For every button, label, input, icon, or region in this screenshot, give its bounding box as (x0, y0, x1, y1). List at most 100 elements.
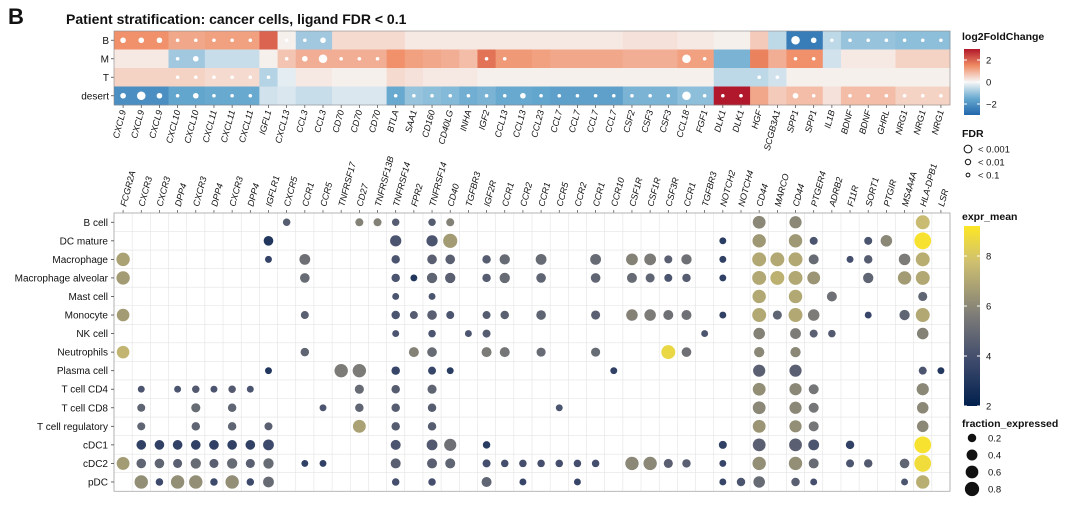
fdr-dot (175, 38, 180, 43)
fdr-dot (230, 75, 234, 80)
dotplot-point (719, 311, 727, 319)
dotplot-point (536, 310, 546, 320)
dotplot-point (391, 218, 400, 227)
dotplot-point (846, 255, 854, 263)
fdr-dot (848, 93, 852, 98)
fdr-dot (412, 93, 416, 98)
dotplot-col-label: CCR1 (682, 181, 698, 207)
dotplot-row-label: Mast cell (69, 292, 108, 303)
dotplot-panel: FCGR2A CXCR3 CXCR3 DPP4 CXCR3 DPP4 CXCR3 DPP4 IG… (15, 155, 951, 492)
dotplot-row-label: T cell regulatory (37, 422, 108, 433)
dotplot-point (897, 271, 912, 285)
dotplot-point (263, 458, 274, 469)
heatmap-col-label: SAA1 (403, 109, 419, 134)
heatmap-cell (532, 31, 551, 50)
dotplot-point (392, 330, 400, 338)
fdr-dot (539, 93, 543, 98)
dotplot-point (428, 293, 436, 300)
dotplot-point (391, 310, 400, 320)
heatmap-cell (295, 86, 315, 106)
fdr-dot (248, 38, 253, 43)
heatmap-cell (422, 68, 442, 87)
dotplot-point (590, 273, 601, 283)
heatmap-cell (713, 49, 733, 69)
dotplot-point (190, 458, 201, 469)
dotplot-point (446, 218, 455, 227)
dotplot-point (573, 459, 582, 468)
dotplot-col-label: CXCR3 (155, 175, 173, 207)
fdr-dot (884, 38, 889, 43)
dotplot-point (426, 235, 438, 247)
dotplot-point (789, 420, 802, 433)
fdr-dot (212, 75, 216, 80)
fdr-dot (902, 93, 907, 98)
heatmap-cell (386, 68, 406, 87)
dotplot-point (863, 255, 873, 264)
dotplot-point (701, 330, 709, 338)
fdr-dot (448, 93, 453, 98)
dotplot-point (426, 272, 438, 284)
heatmap-cell (350, 86, 369, 106)
fdr-dot (830, 38, 834, 43)
dotplot-col-label: IGF2R (482, 179, 499, 208)
dotplot-point (519, 459, 527, 468)
expr-legend-label: 6 (986, 302, 991, 313)
dotplot-point (500, 459, 509, 468)
fdr-dot (939, 93, 943, 98)
heatmap-cell (931, 49, 951, 69)
heatmap-cell (568, 49, 587, 69)
dotplot-point (373, 218, 382, 227)
dotplot-point (482, 311, 491, 320)
dotplot-col-label: CXCR3 (137, 175, 155, 207)
dotplot-point (136, 440, 147, 450)
dotplot-point (719, 459, 727, 467)
dotplot-point (263, 476, 274, 488)
heatmap-col-label: CCL13 (493, 109, 510, 139)
dotplot-row-label: Plasma cell (57, 366, 108, 377)
heatmap-col-label: CD70 (330, 109, 346, 134)
dotplot-point (752, 419, 766, 433)
dotplot-point (681, 310, 692, 321)
fdr-dot (375, 56, 380, 61)
dotplot-point (227, 403, 237, 413)
dotplot-point (410, 274, 418, 282)
heatmap-col-label: CCL7 (603, 108, 619, 134)
heatmap-col-label: CCL23 (529, 109, 546, 139)
dotplot-point (899, 309, 910, 321)
heatmap-cell (713, 68, 733, 87)
dotplot-point (663, 310, 674, 321)
dotplot-row-label: T cell CD8 (62, 403, 109, 414)
heatmap-cell (204, 49, 224, 69)
dotplot-point (210, 385, 218, 393)
frac-legend-symbol (965, 465, 979, 479)
heatmap-col-label: CXCL10 (182, 109, 200, 144)
dotplot-col-label: LSR (936, 188, 950, 208)
heatmap-cell (422, 49, 442, 69)
dotplot-point (355, 403, 364, 413)
frac-legend-label: 0.8 (988, 485, 1001, 496)
heatmap-cell (877, 68, 896, 87)
expr-legend-label: 8 (986, 252, 991, 263)
dotplot-point (464, 330, 472, 338)
heatmap-cell (259, 49, 278, 69)
heatmap-col-label: CXCL11 (237, 109, 255, 144)
frac-legend-symbol (967, 433, 977, 443)
dotplot-point (116, 457, 130, 470)
heatmap-cell (550, 31, 569, 50)
dotplot-point (391, 366, 400, 375)
dotplot-point (573, 478, 581, 486)
dotplot-point (428, 218, 436, 227)
dotplot-col-label: PTGER4 (809, 170, 828, 207)
heatmap-cell (622, 31, 642, 50)
heatmap-cell (586, 31, 606, 50)
heatmap-cell (604, 31, 624, 50)
dotplot-point (210, 478, 218, 486)
dotplot-point (427, 422, 437, 431)
fdr-dot (721, 93, 725, 98)
heatmap-cell (386, 31, 406, 50)
dotplot-point (264, 422, 273, 431)
dotplot-point (808, 439, 820, 451)
dotplot-point (154, 458, 165, 469)
heatmap-cell (641, 68, 660, 87)
dotplot-row-label: DC mature (60, 236, 109, 247)
